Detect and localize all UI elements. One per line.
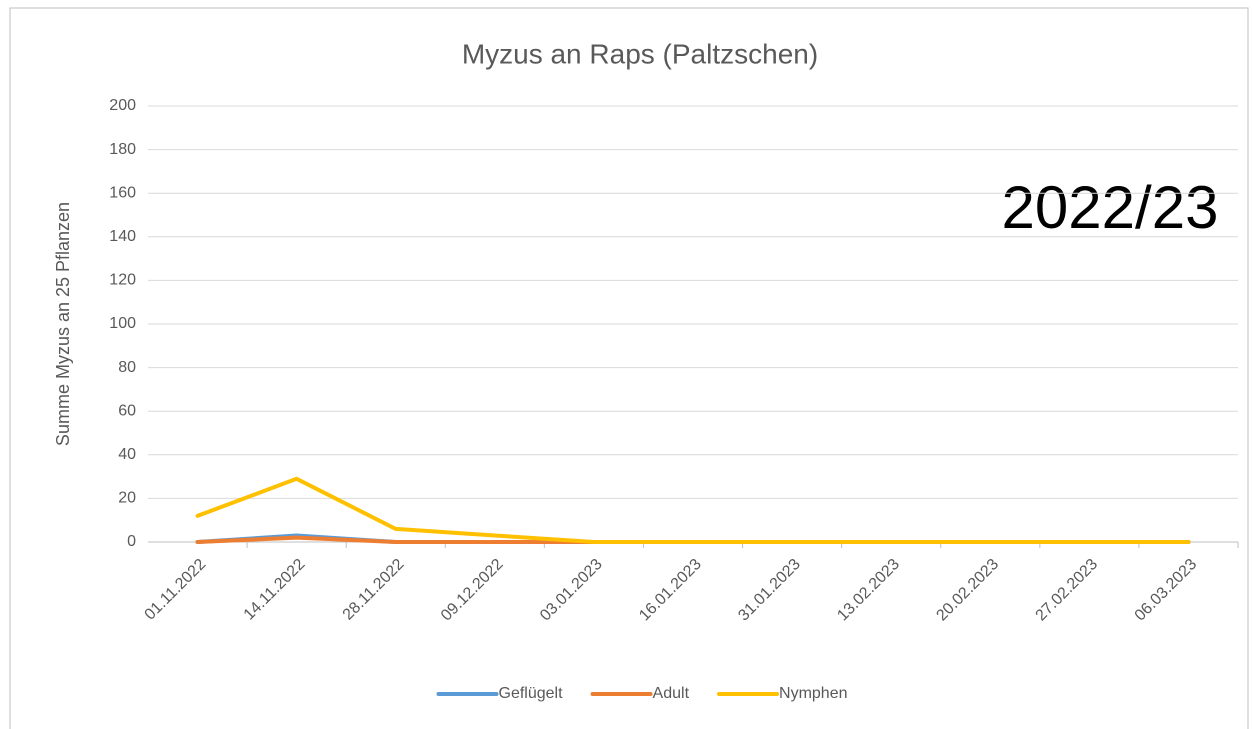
- x-tick-label: 01.11.2022: [142, 556, 210, 624]
- x-tick-label: 16.01.2023: [636, 556, 705, 625]
- y-tick-label: 200: [109, 97, 136, 114]
- legend: Geflügelt Adult Nymphen: [436, 685, 848, 702]
- y-tick-label: 60: [118, 402, 136, 419]
- x-tick-label: 14.11.2022: [241, 556, 309, 624]
- x-tick-label: 13.02.2023: [834, 556, 903, 625]
- y-tick-label: 80: [118, 359, 136, 376]
- x-tick-label: 09.12.2022: [438, 556, 507, 625]
- y-tick-label: 100: [109, 315, 136, 332]
- y-tick-label: 120: [109, 272, 136, 289]
- y-tick-label: 160: [109, 184, 136, 201]
- x-tick-label: 20.02.2023: [933, 556, 1002, 625]
- y-tick-label: 0: [127, 533, 136, 550]
- annotation: 2022/23: [1002, 174, 1219, 241]
- x-tick-label: 06.03.2023: [1132, 556, 1201, 625]
- legend-label: Adult: [653, 685, 690, 702]
- series-line: [195, 476, 1191, 544]
- x-tick-label: 31.01.2023: [735, 556, 804, 625]
- chart-frame: [9, 7, 1249, 729]
- y-tick-label: 180: [109, 141, 136, 158]
- y-axis-label: Summe Myzus an 25 Pflanzen: [53, 202, 73, 446]
- y-tick-label: 20: [118, 490, 136, 507]
- legend-label: Nymphen: [779, 685, 847, 702]
- x-tick-label: 03.01.2023: [537, 556, 606, 625]
- chart-title: Myzus an Raps (Paltzschen): [462, 38, 818, 69]
- legend-label: Geflügelt: [499, 685, 564, 702]
- x-tick-label: 28.11.2022: [340, 556, 408, 624]
- x-tick-label: 27.02.2023: [1033, 556, 1102, 625]
- y-tick-label: 40: [118, 446, 136, 463]
- y-tick-label: 140: [109, 228, 136, 245]
